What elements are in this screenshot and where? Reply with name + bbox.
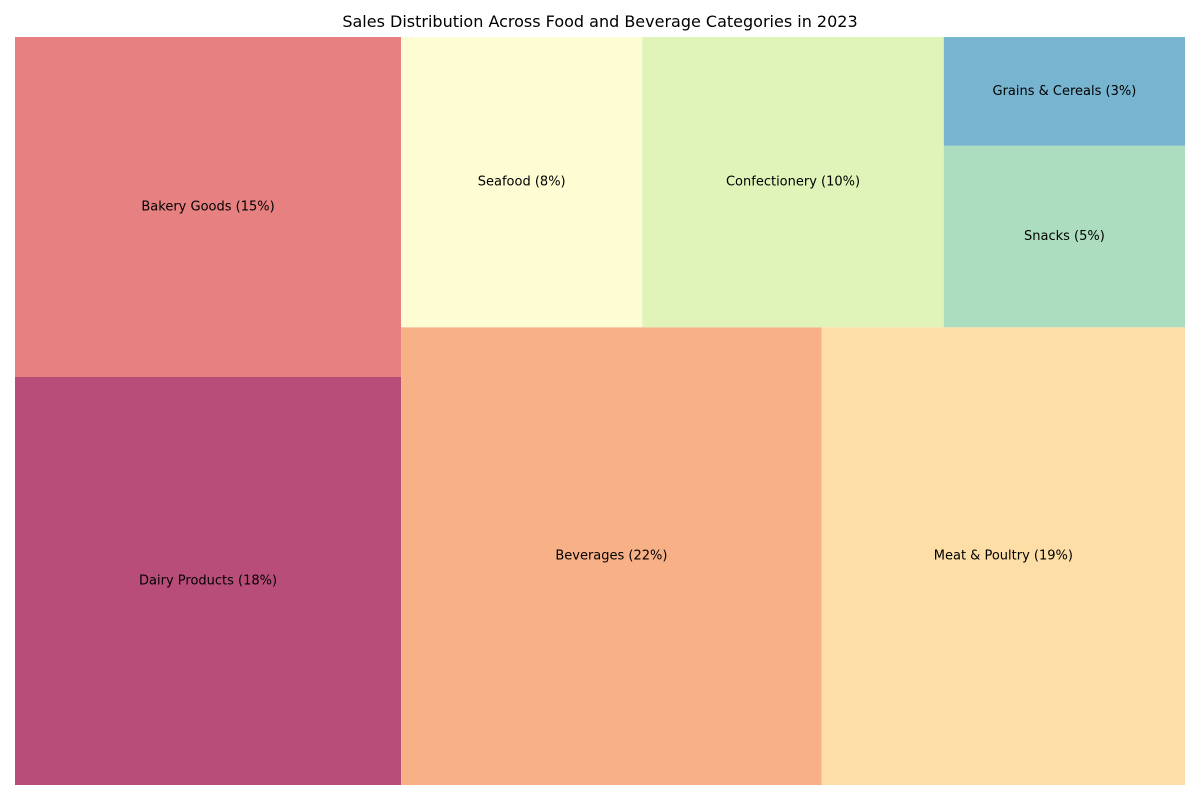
tile-beverages: Beverages (22%) xyxy=(401,327,822,785)
tile-snacks: Snacks (5%) xyxy=(943,145,1185,328)
tile-rect-confectionery xyxy=(642,37,944,328)
tile-label-confectionery: Confectionery (10%) xyxy=(726,175,860,190)
tile-rect-bakery-goods xyxy=(15,37,402,377)
tile-rect-dairy-products xyxy=(15,377,402,785)
tile-grains-and-cereals: Grains & Cereals (3%) xyxy=(943,37,1185,146)
tile-label-bakery-goods: Bakery Goods (15%) xyxy=(141,200,274,215)
tile-rect-beverages xyxy=(401,327,822,785)
tile-confectionery: Confectionery (10%) xyxy=(642,37,944,328)
tile-label-grains-and-cereals: Grains & Cereals (3%) xyxy=(993,84,1137,99)
tile-rect-snacks xyxy=(943,145,1185,328)
tile-meat-and-poultry: Meat & Poultry (19%) xyxy=(821,327,1185,785)
tile-bakery-goods: Bakery Goods (15%) xyxy=(15,37,402,377)
tile-label-snacks: Snacks (5%) xyxy=(1024,229,1105,244)
tile-seafood: Seafood (8%) xyxy=(401,37,643,328)
tile-rect-grains-and-cereals xyxy=(943,37,1185,146)
tile-label-dairy-products: Dairy Products (18%) xyxy=(139,574,277,589)
tile-rect-seafood xyxy=(401,37,643,328)
tile-label-beverages: Beverages (22%) xyxy=(555,549,667,564)
tile-rect-meat-and-poultry xyxy=(821,327,1185,785)
tile-label-meat-and-poultry: Meat & Poultry (19%) xyxy=(934,549,1073,564)
tile-label-seafood: Seafood (8%) xyxy=(478,175,566,190)
tile-dairy-products: Dairy Products (18%) xyxy=(15,377,402,785)
chart-title: Sales Distribution Across Food and Bever… xyxy=(342,12,858,31)
